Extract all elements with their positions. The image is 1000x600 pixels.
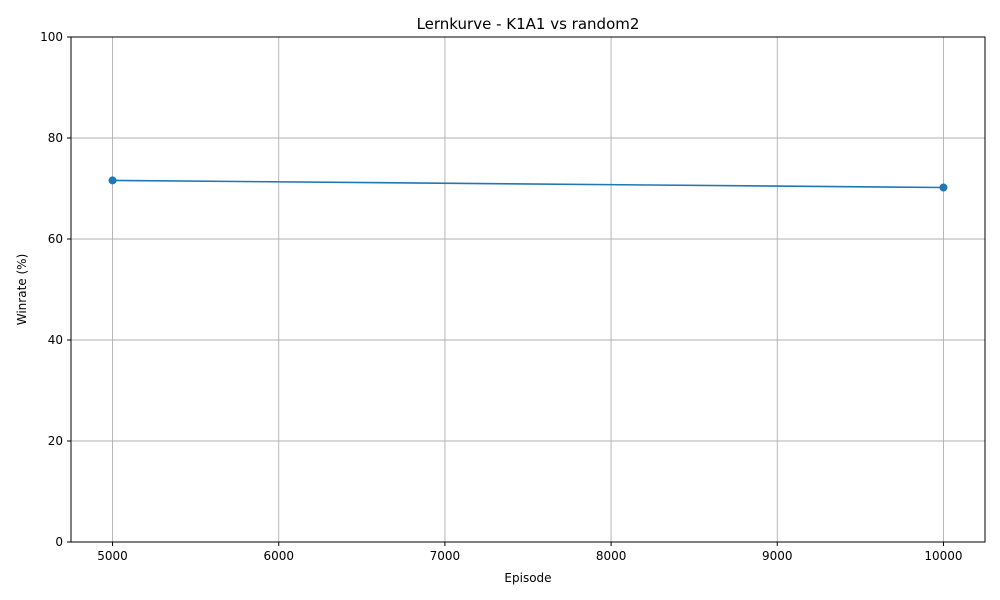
y-tick-label: 20 (48, 434, 63, 448)
y-tick-label: 40 (48, 333, 63, 347)
data-point (108, 176, 117, 185)
plot-area-frame (70, 36, 986, 543)
x-axis-label: Episode (504, 571, 551, 585)
y-axis-ticks: 0 20 40 60 80 100 (40, 30, 71, 549)
x-tick-label: 7000 (430, 549, 461, 563)
y-tick-label: 0 (55, 535, 63, 549)
x-tick-label: 10000 (924, 549, 962, 563)
x-tick-label: 9000 (762, 549, 793, 563)
y-tick-label: 80 (48, 131, 63, 145)
x-tick-label: 5000 (97, 549, 128, 563)
series-layer (108, 176, 948, 192)
axes (70, 36, 986, 543)
x-tick-label: 6000 (263, 549, 294, 563)
data-point (939, 183, 948, 192)
x-axis-ticks: 5000 6000 7000 8000 9000 10000 (97, 542, 963, 563)
y-axis-label: Winrate (%) (15, 254, 29, 326)
grid (71, 36, 985, 543)
x-tick-label: 8000 (596, 549, 627, 563)
chart-title: Lernkurve - K1A1 vs random2 (417, 15, 640, 33)
y-tick-label: 100 (40, 30, 63, 44)
y-tick-label: 60 (48, 232, 63, 246)
series-line (112, 179, 944, 189)
